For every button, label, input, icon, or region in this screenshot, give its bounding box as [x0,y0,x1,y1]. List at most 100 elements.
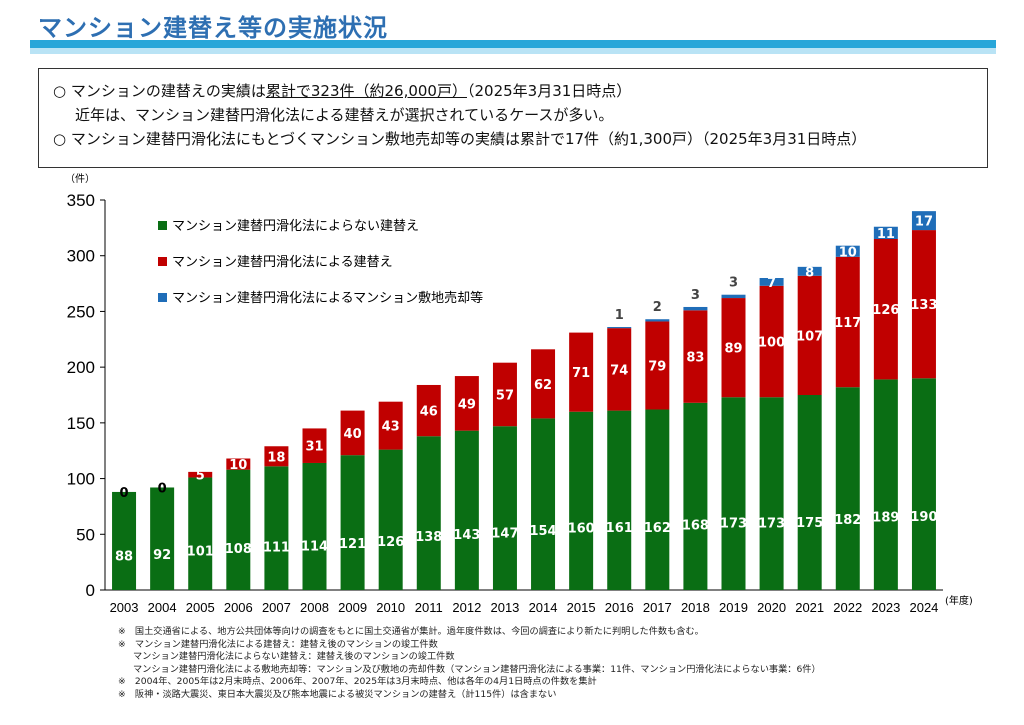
x-tick-label: 2003 [110,600,139,615]
bar-segment [797,266,822,276]
summary-line-2: 近年は、マンション建替円滑化法による建替えが選択されているケースが多い。 [53,103,973,127]
bar-segment [492,426,517,590]
data-label: 18 [267,450,285,465]
data-label: 11 [877,227,895,242]
data-label: 92 [153,548,171,563]
x-tick-label: 2024 [909,600,938,615]
bar-segment [759,397,784,590]
data-label: 190 [910,510,937,525]
footnote: ※ マンション建替円滑化法による建替え：建替え後のマンションの竣工件数 [118,638,438,650]
bar-segment [645,409,670,590]
bar-segment [911,378,936,590]
x-tick-label: 2007 [262,600,291,615]
summary-line-3: ○ マンション建替円滑化法にもとづくマンション敷地売却等の実績は累計で17件（約… [53,127,973,151]
x-axis-unit: (年度) [945,594,973,607]
bar-segment [340,455,365,590]
x-tick-label: 2005 [186,600,215,615]
bar-segment [454,376,479,431]
data-label: 0 [158,481,167,496]
bar-segment [226,469,251,590]
bar-segment [645,319,670,322]
data-label: 173 [758,517,785,532]
x-tick-label: 2010 [376,600,405,615]
data-label: 10 [839,245,857,260]
bar-segment [835,256,860,388]
bar-segment [302,428,327,463]
legend-label: マンション建替円滑化法によるマンション敷地売却等 [172,290,483,306]
x-tick-label: 2009 [338,600,367,615]
legend-swatch [158,293,167,302]
bar-segment [645,321,670,410]
data-label: 154 [529,524,556,539]
summary-text-3: ○ マンション建替円滑化法にもとづくマンション敷地売却等の実績は累計で17件（約… [53,130,867,148]
footnotes: ※ 国土交通省による、地方公共団体等向けの調査をもとに国土交通省が集計。過年度件… [118,626,998,701]
summary-line-1: ○ マンションの建替えの実績は累計で323件（約26,000戸）（2025年3月… [53,79,973,103]
footnote: ※ 国土交通省による、地方公共団体等向けの調査をもとに国土交通省が集計。過年度件… [118,626,704,637]
bar-segment [378,401,403,450]
x-tick-label: 2018 [681,600,710,615]
x-tick-label: 2012 [452,600,481,615]
x-tick-label: 2019 [719,600,748,615]
summary-box: ○ マンションの建替えの実績は累計で323件（約26,000戸）（2025年3月… [38,68,988,168]
bar-segment [759,278,784,286]
y-tick-label: 150 [67,414,95,433]
data-label: 133 [910,298,937,313]
title-underline [30,40,996,48]
bar-segment [302,462,327,590]
bar-segment [911,211,936,231]
data-label: 0 [120,486,129,501]
data-label: 100 [758,336,785,351]
x-tick-label: 2023 [871,600,900,615]
bar-segment [607,328,632,411]
x-tick-label: 2008 [300,600,329,615]
bar-segment [264,466,289,590]
bar-segment [150,487,175,590]
y-tick-label: 0 [86,581,95,600]
data-label: 40 [344,427,362,442]
data-label: 8 [805,265,814,280]
x-tick-label: 2013 [490,600,519,615]
bar-segment [454,430,479,590]
bar-segment [416,436,441,590]
bar-segment [797,275,822,395]
data-label: 46 [420,405,438,420]
bar-segment [835,245,860,257]
legend-label: マンション建替円滑化法によらない建替え [172,219,419,234]
bar-segment [721,397,746,590]
bar-segment [226,458,251,470]
bar-segment [112,491,137,590]
data-label: 43 [382,420,400,435]
bar-segment [873,239,898,380]
summary-date: （2025年3月31日時点） [466,82,632,100]
x-tick-label: 2004 [148,600,177,615]
data-label: 117 [834,316,861,331]
data-label: 126 [872,303,899,318]
data-label: 160 [568,522,595,537]
data-label: 31 [305,440,323,455]
data-label: 107 [796,329,823,344]
x-tick-label: 2014 [529,600,558,615]
footnote: ※ 2004年、2005年は2月末時点、2006年、2007年、2025年は3月… [118,676,597,687]
summary-text: ○ マンションの建替えの実績は [53,82,266,100]
data-label: 138 [415,530,442,545]
summary-highlight: 累計で323件（約26,000戸） [265,82,467,100]
bar-segment [721,298,746,398]
data-label: 143 [453,528,480,543]
data-label: 89 [724,342,742,357]
bar-segment [683,402,708,590]
x-tick-label: 2006 [224,600,253,615]
bar-segment [188,477,213,590]
data-label: 168 [682,518,709,533]
bar-segment [759,285,784,398]
bar-segment [873,226,898,239]
bar-segment [797,395,822,590]
footnote: マンション建替円滑化法による敷地売却等：マンション及び敷地の売却件数（マンション… [133,663,821,675]
x-tick-label: 2016 [605,600,634,615]
legend-swatch [158,257,167,266]
data-label: 114 [301,540,328,555]
data-label: 161 [606,521,633,536]
data-label: 121 [339,537,366,552]
legend-swatch [158,221,167,230]
data-label: 79 [648,359,666,374]
bar-segment [378,449,403,590]
